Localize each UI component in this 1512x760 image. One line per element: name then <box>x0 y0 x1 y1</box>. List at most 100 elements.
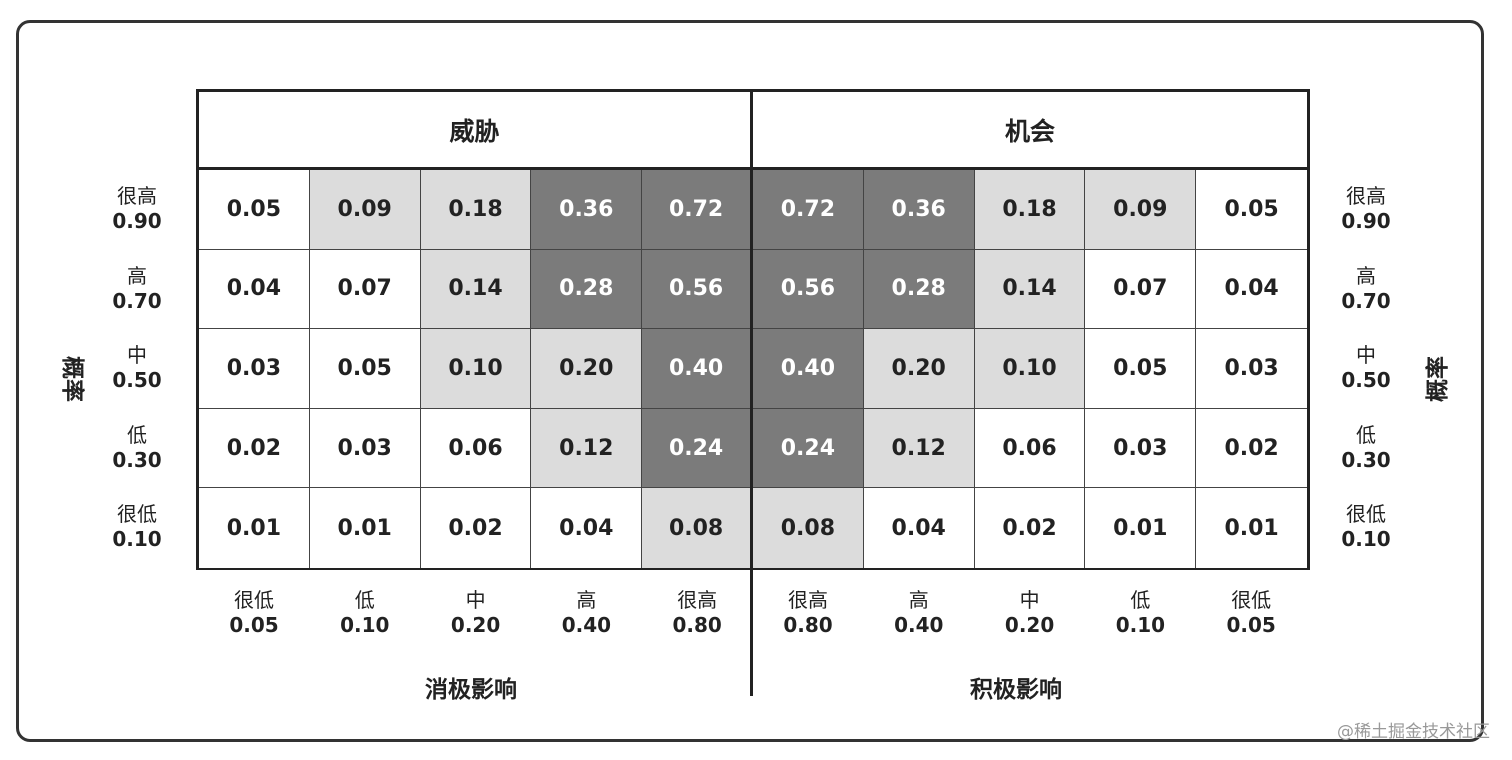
level-name: 中 <box>1019 588 1040 612</box>
level-name: 高 <box>576 588 597 612</box>
matrix-cell: 0.08 <box>642 488 753 568</box>
probability-level-left: 低 0.30 <box>92 423 182 473</box>
positive-impact-label: 积极影响 <box>970 677 1062 703</box>
impact-level: 很低 0.05 <box>209 588 299 638</box>
probability-level-right: 中 0.50 <box>1321 343 1411 393</box>
matrix-cell: 0.03 <box>199 329 310 409</box>
matrix-cell: 0.02 <box>1196 408 1307 489</box>
matrix-cell: 0.05 <box>199 170 310 250</box>
probability-impact-matrix: 威胁 机会 0.05 0.09 0.18 0.36 0.72 0.72 0.36 0.18 0.… <box>196 89 1310 570</box>
matrix-cell: 0.72 <box>642 170 753 250</box>
probability-level-right: 很低 0.10 <box>1321 502 1411 552</box>
threat-header: 威胁 <box>199 92 753 170</box>
matrix-cell: 0.05 <box>1196 170 1307 250</box>
watermark: @稀土掘金技术社区 <box>1337 722 1490 742</box>
matrix-cell: 0.72 <box>753 170 864 250</box>
matrix-cell: 0.10 <box>420 329 532 409</box>
matrix-cell: 0.40 <box>753 329 864 409</box>
matrix-cell: 0.04 <box>199 249 310 330</box>
negative-impact-label: 消极影响 <box>425 677 517 703</box>
probability-level-left: 中 0.50 <box>92 343 182 393</box>
level-value: 0.10 <box>1341 527 1391 552</box>
impact-level: 高 0.40 <box>874 588 964 638</box>
matrix-cell: 0.09 <box>309 170 421 250</box>
probability-level-left: 很高 0.90 <box>92 184 182 234</box>
level-value: 0.10 <box>340 613 390 637</box>
matrix-cell: 0.20 <box>531 329 643 409</box>
matrix-cell: 0.36 <box>531 170 643 250</box>
matrix-cell: 0.01 <box>1196 488 1307 568</box>
level-name: 低 <box>1356 422 1376 447</box>
matrix-cell: 0.28 <box>531 249 643 330</box>
level-value: 0.10 <box>112 527 162 552</box>
matrix-cell: 0.03 <box>309 408 421 489</box>
level-name: 高 <box>127 263 147 288</box>
level-name: 高 <box>908 588 929 612</box>
level-value: 0.10 <box>1115 613 1166 637</box>
level-value: 0.40 <box>561 613 612 637</box>
matrix-cell: 0.02 <box>420 488 532 568</box>
probability-level-right: 高 0.70 <box>1321 264 1411 314</box>
level-name: 中 <box>465 588 486 612</box>
matrix-cell: 0.20 <box>863 329 975 409</box>
level-value: 0.90 <box>112 209 162 233</box>
matrix-cell: 0.56 <box>753 249 864 330</box>
level-name: 低 <box>1130 588 1151 612</box>
level-name: 很低 <box>234 588 274 612</box>
level-value: 0.50 <box>1341 368 1391 393</box>
impact-level: 很高 0.80 <box>652 588 742 638</box>
matrix-cell: 0.56 <box>642 249 753 330</box>
opportunity-header: 机会 <box>753 92 1307 170</box>
level-value: 0.50 <box>112 368 162 393</box>
level-value: 0.05 <box>229 613 279 637</box>
matrix-cell: 0.24 <box>753 408 864 489</box>
level-name: 很高 <box>1346 184 1386 208</box>
matrix-cell: 0.24 <box>642 408 753 489</box>
matrix-cell: 0.18 <box>420 170 532 250</box>
matrix-cell: 0.07 <box>309 249 421 330</box>
level-name: 很低 <box>117 502 157 527</box>
matrix-cell: 0.01 <box>199 488 310 568</box>
probability-level-right: 低 0.30 <box>1321 423 1411 473</box>
matrix-cell: 0.03 <box>1196 329 1307 409</box>
probability-axis-label-left: 概率 <box>59 356 85 402</box>
probability-level-left: 很低 0.10 <box>92 502 182 552</box>
matrix-cell: 0.01 <box>1085 488 1197 568</box>
matrix-cell: 0.04 <box>1196 249 1307 330</box>
matrix-cell: 0.07 <box>1085 249 1197 330</box>
matrix-cell: 0.04 <box>863 488 975 568</box>
impact-level: 低 0.10 <box>1095 588 1185 638</box>
level-value: 0.70 <box>112 288 162 313</box>
level-value: 0.80 <box>672 613 722 637</box>
matrix-cell: 0.06 <box>420 408 532 489</box>
impact-level: 低 0.10 <box>320 588 410 638</box>
matrix-cell: 0.09 <box>1085 170 1197 250</box>
matrix-cell: 0.03 <box>1085 408 1197 489</box>
impact-level: 中 0.20 <box>985 588 1075 638</box>
matrix-cell: 0.18 <box>974 170 1086 250</box>
matrix-cell: 0.14 <box>420 249 532 330</box>
level-value: 0.90 <box>1341 209 1391 233</box>
level-value: 0.05 <box>1226 613 1276 637</box>
matrix-cell: 0.02 <box>974 488 1086 568</box>
level-value: 0.20 <box>450 613 501 637</box>
impact-level: 高 0.40 <box>541 588 631 638</box>
diagram-frame <box>16 20 1484 742</box>
level-name: 很高 <box>677 588 718 612</box>
level-value: 0.30 <box>112 447 162 472</box>
level-name: 高 <box>1356 263 1376 288</box>
probability-axis-label-right: 概率 <box>1425 356 1451 402</box>
matrix-cell: 0.12 <box>863 408 975 489</box>
impact-level: 中 0.20 <box>431 588 521 638</box>
level-value: 0.40 <box>894 613 944 637</box>
matrix-cell: 0.28 <box>863 249 975 330</box>
matrix-cell: 0.05 <box>309 329 421 409</box>
center-divider <box>750 89 753 696</box>
matrix-cell: 0.04 <box>531 488 643 568</box>
matrix-cell: 0.05 <box>1085 329 1197 409</box>
level-name: 很低 <box>1231 588 1272 612</box>
level-value: 0.80 <box>783 613 833 637</box>
level-name: 很高 <box>788 588 828 612</box>
matrix-cell: 0.06 <box>974 408 1086 489</box>
level-name: 中 <box>127 343 147 368</box>
